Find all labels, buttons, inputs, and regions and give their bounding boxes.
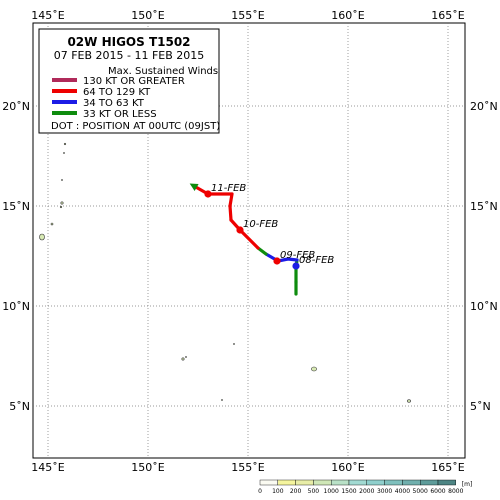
elevation-swatch [384,479,403,486]
elevation-swatch [259,479,278,486]
island-pohnpei [311,366,317,372]
lat-label-left: 15˚N [2,200,30,213]
lon-label-top: 155˚E [231,9,264,22]
legend-label-130kt: 130 KT OR GREATER [83,76,185,87]
elevation-tick-label: 6000 [430,488,445,495]
island-chuuk [181,357,185,361]
elevation-tick-label: 4000 [395,488,410,495]
track-segment [238,228,260,250]
elevation-tick-label: 8000 [448,488,463,495]
lat-label-left: 20˚N [2,100,30,113]
lon-label-bottom: 145˚E [31,461,64,474]
elevation-swatch [402,479,421,486]
daily-position-label: 08-FEB [299,255,334,266]
island-small-2 [221,399,223,401]
island-small-1 [233,343,235,345]
island-anatahan [61,179,63,181]
lat-label-right: 10˚N [470,300,498,313]
track-segment [256,246,268,256]
island-pagan [63,152,65,154]
lon-label-top: 150˚E [131,9,164,22]
lon-label-top: 165˚E [431,9,464,22]
island-kosrae [407,399,411,403]
elevation-tick-label: 5000 [413,488,428,495]
lon-label-top: 145˚E [31,9,64,22]
daily-position-label: 10-FEB [243,219,278,230]
map-period: 07 FEB 2015 - 11 FEB 2015 [54,49,205,62]
lon-label-bottom: 160˚E [331,461,364,474]
lon-label-bottom: 150˚E [131,461,164,474]
island-rota [50,222,54,226]
elevation-tick-label: 0 [258,488,262,495]
lat-label-right: 5˚N [470,400,491,413]
islands [39,142,411,403]
elevation-swatch [331,479,350,486]
map-title: 02W HIGOS T1502 [67,35,190,49]
lon-label-bottom: 155˚E [231,461,264,474]
elevation-tick-label: 500 [308,488,320,495]
elevation-swatch [313,479,332,486]
track-segment [228,192,234,208]
elevation-swatch [277,479,296,486]
lat-label-right: 15˚N [470,200,498,213]
elevation-tick-label: 200 [290,488,302,495]
island-tinian [59,205,63,209]
legend-label-34kt: 34 TO 63 KT [83,98,145,109]
lon-label-top: 160˚E [331,9,364,22]
legend-dot-note: DOT : POSITION AT 00UTC (09JST) [51,121,220,132]
legend-heading: Max. Sustained Winds [108,66,218,77]
elevation-swatch [420,479,439,486]
daily-position-dot [236,226,244,234]
track-arrowhead [189,183,199,191]
lat-label-left: 5˚N [9,400,30,413]
elevation-tick-label: 1500 [341,488,356,495]
daily-position-dot [204,190,212,198]
lat-label-left: 10˚N [2,300,30,313]
lat-label-right: 20˚N [470,100,498,113]
elevation-tick-label: 1000 [324,488,339,495]
track-segment [228,204,233,222]
axis-labels: 145˚E 145˚E 150˚E 150˚E 155˚E 155˚E 160˚E 160˚E… [2,9,497,474]
island-chuuk-2 [185,356,187,358]
elevation-tick-label: 3000 [377,488,392,495]
elevation-tick-label: 100 [272,488,284,495]
legend-label-64kt: 64 TO 129 KT [83,87,151,98]
daily-position-label: 09-FEB [280,250,315,261]
island-agrihan [63,142,67,146]
island-guam [39,233,45,241]
lon-label-bottom: 165˚E [431,461,464,474]
island-saipan [60,201,64,205]
daily-position-label: 11-FEB [211,183,246,194]
daily-position-dot [273,257,281,265]
elevation-swatch [366,479,385,486]
elevation-unit: [m] [462,481,473,488]
daily-position-dot [292,262,300,270]
elevation-swatch [437,479,456,486]
legend: 02W HIGOS T1502 07 FEB 2015 - 11 FEB 201… [38,28,220,134]
elevation-scale: 0 100 200 500 1000 1500 2000 3000 4000 5000 6000 80… [258,479,473,495]
legend-label-33kt: 33 KT OR LESS [83,109,157,120]
elevation-swatch [295,479,314,486]
elevation-swatch [348,479,367,486]
elevation-tick-label: 2000 [359,488,374,495]
